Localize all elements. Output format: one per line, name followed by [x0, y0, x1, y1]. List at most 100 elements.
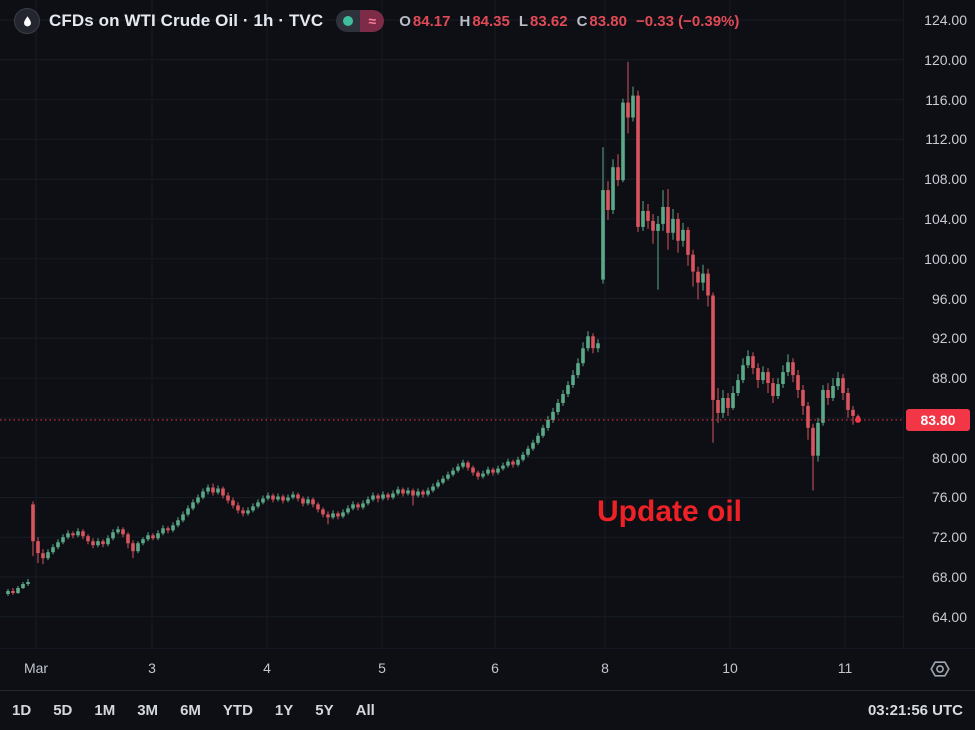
candle-body — [486, 469, 490, 474]
candle-body — [231, 500, 235, 506]
range-button-6m[interactable]: 6M — [180, 701, 201, 719]
change-value: −0.33 (−0.39%) — [635, 12, 740, 30]
candle-body — [841, 378, 845, 393]
candle-body — [736, 380, 740, 393]
candlestick-chart[interactable] — [0, 0, 903, 648]
time-axis-label: 11 — [837, 660, 853, 676]
candle-body — [311, 499, 315, 505]
candle-body — [786, 362, 790, 373]
gear-icon[interactable] — [928, 657, 952, 681]
range-button-5y[interactable]: 5Y — [315, 701, 334, 719]
candle-body — [606, 190, 610, 210]
candle-body — [396, 489, 400, 494]
candle-body — [31, 504, 35, 542]
candle-body — [686, 229, 690, 255]
price-axis-label: 64.00 — [931, 608, 967, 625]
candle-body — [116, 529, 120, 533]
candle-body — [216, 488, 220, 493]
candle-body — [401, 489, 405, 494]
candle-body — [636, 95, 640, 227]
candle-body — [466, 462, 470, 468]
range-button-1m[interactable]: 1M — [94, 701, 116, 719]
candle-body — [446, 474, 450, 479]
range-button-5d[interactable]: 5D — [53, 701, 73, 719]
candle-body — [11, 591, 15, 593]
candle-body — [836, 378, 840, 387]
chart-legend: CFDs on WTI Crude Oil · 1h · TVC ≈ O 84.1… — [14, 8, 739, 34]
candle-body — [721, 398, 725, 413]
candle-body — [371, 495, 375, 500]
range-button-ytd[interactable]: YTD — [222, 701, 253, 719]
candle-body — [421, 491, 425, 495]
candle-body — [801, 390, 805, 406]
toggle-dot-segment — [336, 10, 361, 32]
candle-body — [376, 495, 380, 499]
candle-body — [296, 494, 300, 499]
candle-body — [506, 461, 510, 466]
candle-body — [36, 541, 40, 554]
candle-body — [186, 508, 190, 515]
candle-body — [696, 271, 700, 283]
candle-body — [601, 190, 605, 280]
candle-body — [526, 448, 530, 455]
candle-body — [106, 538, 110, 545]
candle-body — [286, 497, 290, 501]
candle-body — [751, 356, 755, 369]
candle-body — [516, 459, 520, 465]
candle-body — [101, 541, 105, 545]
range-button-all[interactable]: All — [355, 701, 375, 719]
candle-body — [531, 442, 535, 449]
candle-body — [196, 497, 200, 503]
candle-body — [441, 478, 445, 483]
candle-body — [756, 368, 760, 380]
candle-body — [436, 482, 440, 487]
candle-body — [646, 211, 650, 221]
candle-body — [246, 510, 250, 514]
ohlc-readout: O 84.17 H 84.35 L 83.62 C 83.80 −0.33 (−0.39… — [399, 13, 739, 30]
candle-body — [631, 95, 635, 118]
last-price-badge: 83.80 — [906, 408, 970, 431]
candle-body — [621, 102, 625, 181]
candle-body — [451, 470, 455, 475]
chart-text-annotation[interactable]: Update oil — [597, 495, 743, 528]
range-button-3m[interactable]: 3M — [137, 701, 159, 719]
time-axis-label: 8 — [601, 660, 609, 676]
utc-clock[interactable]: 03:21:56 UTC — [867, 701, 963, 719]
candle-body — [316, 504, 320, 510]
candle-body — [326, 514, 330, 518]
candle-body — [241, 510, 245, 514]
candle-body — [521, 454, 525, 460]
candle-body — [281, 496, 285, 501]
candle-body — [211, 487, 215, 493]
range-button-1y[interactable]: 1Y — [274, 701, 294, 719]
candle-body — [571, 375, 575, 385]
price-axis-label: 104.00 — [924, 210, 967, 227]
candle-body — [566, 385, 570, 395]
candle-body — [691, 254, 695, 272]
candle-body — [476, 472, 480, 477]
range-button-1d[interactable]: 1D — [12, 701, 32, 719]
price-axis-label: 108.00 — [924, 171, 967, 188]
candle-body — [301, 498, 305, 504]
time-axis[interactable]: Mar 3 4 5 6 8 10 11 — [0, 648, 975, 691]
candle-body — [616, 167, 620, 181]
low-value: 83.62 — [530, 12, 568, 30]
symbol-title[interactable]: CFDs on WTI Crude Oil · 1h · TVC — [49, 11, 324, 30]
candle-body — [61, 537, 65, 543]
price-axis[interactable]: 83.80 124.00 120.00 116.00 112.00 108.00 104.… — [903, 0, 975, 648]
price-axis-label: 72.00 — [931, 529, 967, 546]
candle-body — [291, 494, 295, 498]
candle-body — [76, 531, 80, 536]
candle-body — [126, 534, 130, 544]
open-value: 84.17 — [412, 12, 451, 30]
candle-body — [86, 536, 90, 542]
candle-body — [541, 427, 545, 436]
bottom-toolbar: 1D 5D 1M 3M 6M YTD 1Y 5Y All 03:21:56 UTC — [0, 690, 975, 730]
candle-body — [741, 365, 745, 381]
time-axis-label: 10 — [722, 660, 738, 676]
candle-body — [121, 529, 125, 535]
indicator-toggle[interactable]: ≈ — [336, 10, 385, 32]
candle-body — [56, 542, 60, 548]
candle-body — [256, 502, 260, 507]
